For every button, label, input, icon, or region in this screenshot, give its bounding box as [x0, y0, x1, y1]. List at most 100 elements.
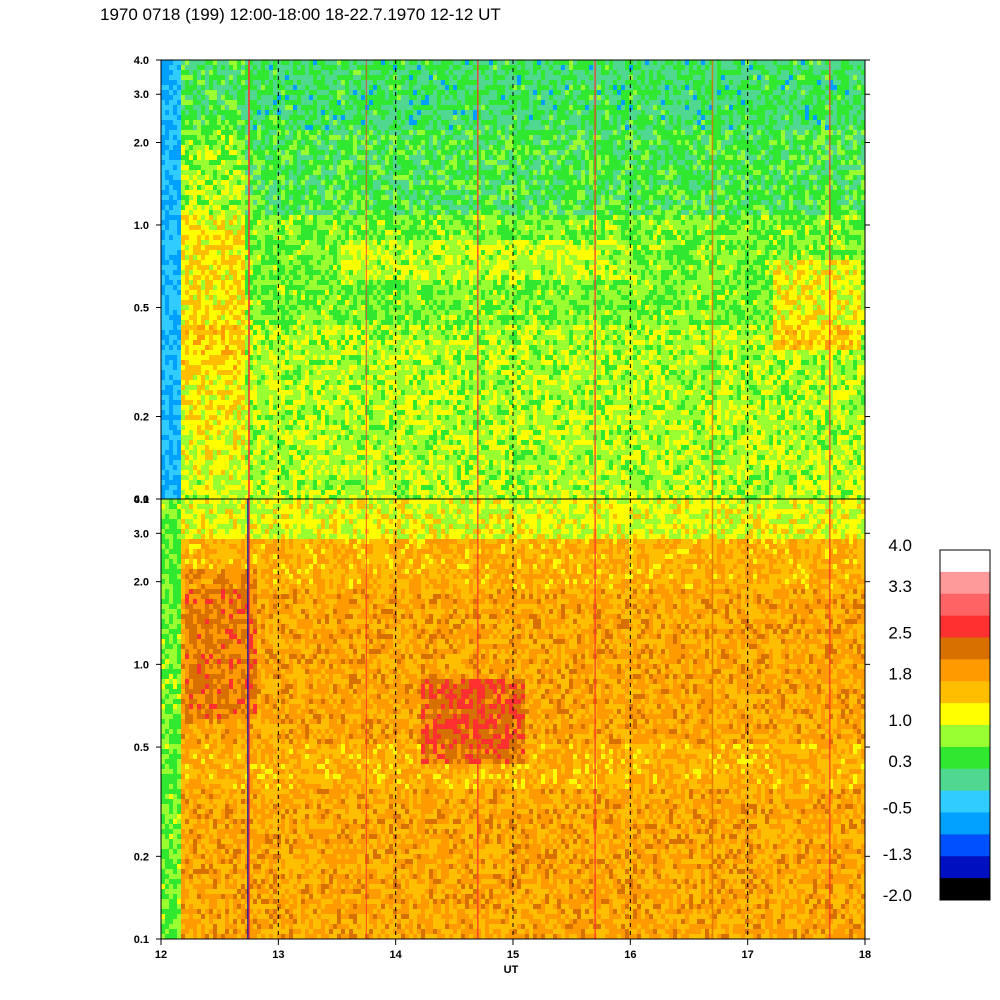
heatmap-cell — [377, 90, 382, 96]
heatmap-cell — [253, 250, 258, 256]
heatmap-cell — [321, 140, 326, 146]
heatmap-cell — [189, 265, 194, 271]
heatmap-cell — [337, 230, 342, 236]
heatmap-cell — [253, 390, 258, 396]
heatmap-cell — [189, 355, 194, 361]
heatmap-cell — [345, 90, 350, 96]
heatmap-cell — [337, 155, 342, 161]
heatmap-cell — [225, 230, 230, 236]
heatmap-cell — [241, 105, 246, 111]
heatmap-cell — [369, 415, 374, 421]
heatmap-cell — [177, 135, 182, 141]
heatmap-cell — [181, 185, 186, 191]
heatmap-cell — [369, 410, 374, 416]
heatmap-cell — [265, 490, 270, 496]
heatmap-cell — [269, 375, 274, 381]
heatmap-cell — [165, 115, 170, 121]
heatmap-cell — [341, 250, 346, 256]
heatmap-cell — [385, 80, 390, 86]
heatmap-cell — [329, 210, 334, 216]
heatmap-cell — [373, 80, 378, 86]
heatmap-cell — [361, 95, 366, 101]
heatmap-cell — [233, 160, 238, 166]
heatmap-cell — [349, 320, 354, 326]
heatmap-cell — [317, 245, 322, 251]
heatmap-cell — [289, 175, 294, 181]
heatmap-cell — [309, 470, 314, 476]
heatmap-cell — [373, 140, 378, 146]
heatmap-cell — [313, 215, 318, 221]
heatmap-cell — [281, 385, 286, 391]
heatmap-cell — [257, 135, 262, 141]
heatmap-cell — [329, 170, 334, 176]
heatmap-cell — [257, 440, 262, 446]
heatmap-cell — [169, 405, 174, 411]
heatmap-cell — [249, 275, 254, 281]
heatmap-cell — [281, 330, 286, 336]
heatmap-cell — [233, 440, 238, 446]
heatmap-cell — [177, 490, 182, 496]
heatmap-cell — [229, 250, 234, 256]
heatmap-cell — [229, 95, 234, 101]
heatmap-cell — [361, 215, 366, 221]
heatmap-cell — [341, 460, 346, 466]
heatmap-cell — [293, 295, 298, 301]
heatmap-cell — [241, 135, 246, 141]
heatmap-cell — [337, 345, 342, 351]
heatmap-cell — [269, 250, 274, 256]
heatmap-cell — [345, 425, 350, 431]
heatmap-cell — [361, 310, 366, 316]
heatmap-cell — [293, 305, 298, 311]
heatmap-cell — [325, 360, 330, 366]
heatmap-cell — [317, 435, 322, 441]
heatmap-cell — [241, 475, 246, 481]
heatmap-cell — [253, 195, 258, 201]
heatmap-cell — [261, 145, 266, 151]
heatmap-cell — [365, 300, 370, 306]
heatmap-cell — [329, 405, 334, 411]
heatmap-cell — [161, 205, 166, 211]
heatmap-cell — [165, 350, 170, 356]
heatmap-cell — [249, 440, 254, 446]
heatmap-cell — [217, 110, 222, 116]
heatmap-cell — [205, 270, 210, 276]
heatmap-cell — [281, 495, 286, 499]
heatmap-cell — [229, 240, 234, 246]
heatmap-cell — [305, 190, 310, 196]
heatmap-cell — [357, 200, 362, 206]
heatmap-cell — [281, 215, 286, 221]
heatmap-cell — [181, 480, 186, 486]
heatmap-cell — [329, 105, 334, 111]
heatmap-cell — [345, 105, 350, 111]
heatmap-cell — [345, 75, 350, 81]
heatmap-cell — [249, 190, 254, 196]
heatmap-cell — [253, 365, 258, 371]
heatmap-cell — [201, 375, 206, 381]
heatmap-cell — [309, 290, 314, 296]
heatmap-cell — [261, 225, 266, 231]
heatmap-cell — [249, 310, 254, 316]
heatmap-cell — [345, 465, 350, 471]
heatmap-cell — [165, 445, 170, 451]
heatmap-cell — [381, 375, 386, 381]
heatmap-cell — [257, 360, 262, 366]
heatmap-cell — [221, 275, 226, 281]
heatmap-cell — [301, 240, 306, 246]
heatmap-cell — [165, 95, 170, 101]
heatmap-cell — [325, 60, 330, 66]
heatmap-cell — [333, 350, 338, 356]
heatmap-cell — [293, 165, 298, 171]
heatmap-cell — [201, 200, 206, 206]
heatmap-cell — [241, 150, 246, 156]
heatmap-cell — [177, 430, 182, 436]
heatmap-cell — [369, 250, 374, 256]
heatmap-cell — [385, 70, 390, 76]
heatmap-cell — [361, 280, 366, 286]
heatmap-cell — [305, 175, 310, 181]
heatmap-cell — [289, 315, 294, 321]
heatmap-cell — [273, 145, 278, 151]
heatmap-cell — [357, 415, 362, 421]
heatmap-cell — [317, 240, 322, 246]
heatmap-cell — [317, 395, 322, 401]
heatmap-cell — [245, 175, 250, 181]
